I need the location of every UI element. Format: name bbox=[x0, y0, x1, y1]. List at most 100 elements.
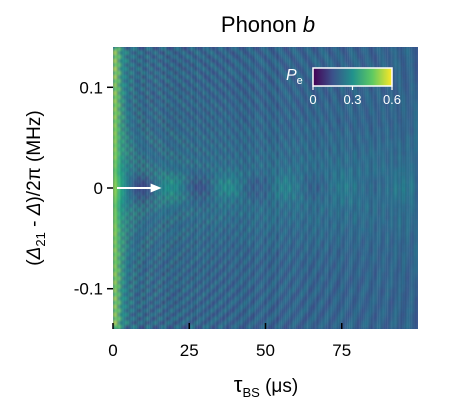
heatmap-cell bbox=[198, 58, 203, 64]
heatmap-cell bbox=[389, 171, 394, 177]
heatmap-cell bbox=[291, 191, 297, 197]
heatmap-cell bbox=[316, 292, 321, 298]
heatmap-cell bbox=[299, 296, 305, 302]
heatmap-cell bbox=[165, 179, 171, 185]
heatmap-cell bbox=[194, 147, 199, 153]
heatmap-cell bbox=[149, 292, 155, 298]
heatmap-cell bbox=[116, 111, 122, 116]
heatmap-cell bbox=[413, 236, 418, 241]
heatmap-cell bbox=[186, 131, 191, 137]
heatmap-cell bbox=[308, 147, 313, 153]
chart-title: Phonon b bbox=[221, 12, 315, 37]
heatmap-cell bbox=[303, 260, 309, 265]
heatmap-cell bbox=[206, 123, 211, 128]
heatmap-cell bbox=[173, 232, 179, 237]
heatmap-cell bbox=[242, 99, 248, 104]
heatmap-cell bbox=[360, 47, 366, 52]
heatmap-cell bbox=[344, 244, 350, 249]
heatmap-cell bbox=[141, 171, 146, 177]
heatmap-cell bbox=[230, 256, 236, 261]
heatmap-cell bbox=[186, 87, 191, 92]
heatmap-cell bbox=[242, 308, 248, 314]
heatmap-cell bbox=[393, 70, 399, 76]
heatmap-cell bbox=[340, 151, 346, 157]
heatmap-cell bbox=[413, 260, 418, 265]
heatmap-cell bbox=[129, 107, 134, 112]
heatmap-cell bbox=[405, 107, 411, 112]
heatmap-cell bbox=[202, 220, 207, 225]
heatmap-cell bbox=[332, 159, 338, 165]
heatmap-cell bbox=[364, 91, 370, 96]
heatmap-cell bbox=[238, 159, 244, 165]
heatmap-cell bbox=[275, 264, 281, 269]
heatmap-cell bbox=[279, 95, 285, 100]
heatmap-cell bbox=[214, 58, 220, 64]
heatmap-cell bbox=[181, 256, 187, 261]
heatmap-cell bbox=[316, 304, 321, 310]
heatmap-cell bbox=[149, 107, 155, 112]
heatmap-cell bbox=[141, 312, 146, 318]
heatmap-cell bbox=[381, 103, 386, 108]
heatmap-cell bbox=[295, 240, 301, 245]
heatmap-cell bbox=[364, 228, 370, 233]
heatmap-cell bbox=[255, 268, 260, 273]
heatmap-cell bbox=[173, 99, 179, 104]
heatmap-cell bbox=[385, 207, 390, 213]
heatmap-cell bbox=[356, 248, 362, 253]
heatmap-cell bbox=[360, 54, 366, 60]
heatmap-cell bbox=[181, 91, 187, 96]
heatmap-cell bbox=[169, 103, 175, 108]
heatmap-cell bbox=[247, 139, 252, 145]
heatmap-cell bbox=[238, 70, 244, 76]
heatmap-cell bbox=[263, 284, 268, 290]
heatmap-cell bbox=[405, 252, 411, 257]
heatmap-cell bbox=[393, 256, 399, 261]
heatmap-cell bbox=[137, 159, 142, 165]
heatmap-cell bbox=[186, 228, 191, 233]
heatmap-cell bbox=[320, 276, 325, 282]
heatmap-cell bbox=[308, 191, 313, 197]
heatmap-cell bbox=[405, 284, 411, 290]
heatmap-cell bbox=[405, 111, 411, 116]
heatmap-cell bbox=[320, 139, 325, 145]
heatmap-cell bbox=[145, 143, 150, 149]
heatmap-cell bbox=[352, 115, 358, 120]
heatmap-cell bbox=[113, 312, 118, 318]
heatmap-cell bbox=[133, 139, 138, 145]
heatmap-cell bbox=[344, 284, 350, 290]
heatmap-cell bbox=[251, 58, 256, 64]
heatmap-cell bbox=[303, 236, 309, 241]
heatmap-cell bbox=[153, 211, 159, 217]
heatmap-cell bbox=[222, 131, 228, 137]
heatmap-cell bbox=[397, 79, 403, 84]
heatmap-cell bbox=[340, 171, 346, 177]
heatmap-cell bbox=[255, 83, 260, 88]
heatmap-cell bbox=[242, 220, 248, 225]
heatmap-cell bbox=[157, 87, 163, 92]
heatmap-cell bbox=[295, 83, 301, 88]
heatmap-cell bbox=[133, 207, 138, 213]
heatmap-cell bbox=[234, 175, 240, 181]
heatmap-cell bbox=[328, 179, 333, 185]
heatmap-cell bbox=[373, 183, 378, 189]
heatmap-cell bbox=[401, 54, 407, 60]
heatmap-cell bbox=[125, 79, 130, 84]
heatmap-cell bbox=[169, 91, 175, 96]
heatmap-cell bbox=[157, 50, 163, 56]
heatmap-cell bbox=[210, 207, 216, 213]
heatmap-cell bbox=[149, 111, 155, 116]
heatmap-cell bbox=[405, 288, 411, 294]
heatmap-cell bbox=[218, 296, 224, 302]
heatmap-cell bbox=[186, 119, 191, 124]
heatmap-cell bbox=[413, 70, 418, 76]
heatmap-cell bbox=[210, 260, 216, 265]
heatmap-cell bbox=[177, 175, 183, 181]
heatmap-cell bbox=[116, 228, 122, 233]
heatmap-cell bbox=[169, 47, 175, 52]
heatmap-cell bbox=[360, 103, 366, 108]
heatmap-cell bbox=[332, 203, 338, 209]
heatmap-cell bbox=[116, 175, 122, 181]
heatmap-cell bbox=[145, 256, 150, 261]
heatmap-cell bbox=[385, 260, 390, 265]
heatmap-cell bbox=[303, 47, 309, 52]
